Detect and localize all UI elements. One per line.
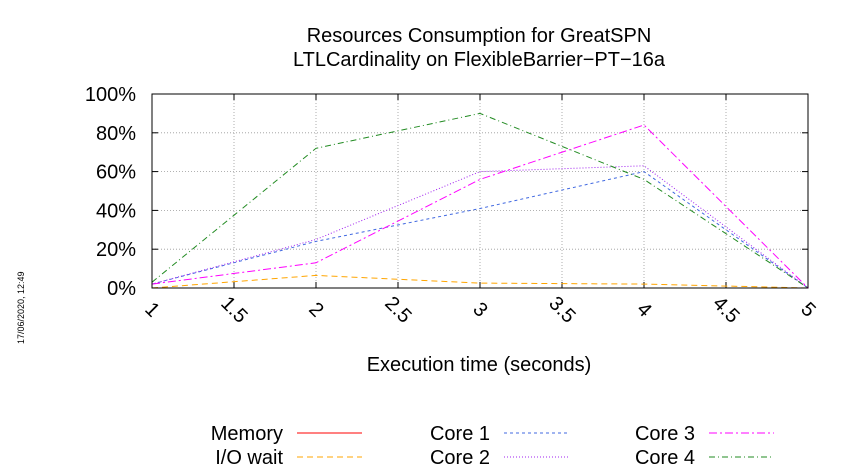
x-tick-label: 5 [796, 298, 819, 321]
legend-label-core-2: Core 2 [430, 447, 490, 469]
y-tick-label: 100% [85, 84, 136, 106]
x-tick-label: 1 [140, 298, 163, 321]
x-tick-label: 3.5 [544, 292, 579, 327]
legend-label-memory: Memory [211, 423, 283, 445]
series-line-core-3 [151, 124, 809, 289]
x-tick-label: 2 [304, 298, 327, 321]
x-axis-ticks: 1 1.5 2 2.5 3 3.5 4 4.5 5 [140, 94, 820, 328]
chart-title-line-2: LTLCardinality on FlexibleBarrier−PT−16a [293, 49, 666, 71]
legend-label-i-o-wait: I/O wait [215, 447, 283, 469]
y-tick-label: 20% [96, 239, 136, 261]
legend-label-core-4: Core 4 [635, 447, 695, 469]
legend-label-core-1: Core 1 [430, 423, 490, 445]
legend-label-core-3: Core 3 [635, 423, 695, 445]
x-tick-label: 4 [632, 298, 655, 321]
y-tick-label: 80% [96, 123, 136, 145]
plot-frame [151, 93, 809, 289]
x-tick-label: 2.5 [380, 292, 415, 327]
x-axis-label: Execution time (seconds) [367, 354, 592, 376]
x-tick-label: 3 [468, 298, 491, 321]
x-tick-label: 1.5 [216, 292, 251, 327]
y-tick-label: 60% [96, 162, 136, 184]
y-tick-label: 0% [107, 278, 136, 300]
series-line-core-4 [151, 112, 809, 289]
y-tick-label: 40% [96, 200, 136, 222]
series-line-core-2 [151, 165, 809, 289]
x-tick-label: 4.5 [708, 292, 743, 327]
y-axis-ticks: 0% 20% 40% 60% 80% 100% [85, 84, 808, 300]
chart-title-line-1: Resources Consumption for GreatSPN [307, 25, 652, 47]
grid [152, 94, 808, 288]
series-line-core-1 [151, 171, 809, 289]
timestamp: 17/06/2020, 12:49 [16, 271, 26, 344]
